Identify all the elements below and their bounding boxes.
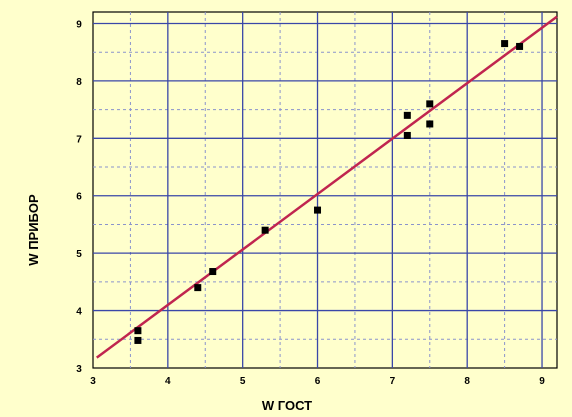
y-tick-labels: 3 4 5 6 7 8 9 bbox=[76, 19, 82, 375]
data-point bbox=[501, 40, 509, 48]
data-point bbox=[209, 268, 217, 276]
data-point bbox=[426, 100, 434, 108]
data-point bbox=[426, 120, 434, 128]
x-axis-label: W ГОСТ bbox=[262, 398, 312, 413]
data-point bbox=[403, 131, 411, 139]
data-point bbox=[134, 336, 142, 344]
x-tick-label: 9 bbox=[539, 376, 545, 387]
x-tick-label: 3 bbox=[90, 376, 96, 387]
x-tick-label: 5 bbox=[240, 376, 246, 387]
fit-line bbox=[95, 15, 558, 359]
data-point bbox=[314, 206, 322, 214]
y-tick-label: 9 bbox=[76, 19, 82, 30]
x-tick-label: 4 bbox=[165, 376, 171, 387]
x-tick-label: 6 bbox=[315, 376, 321, 387]
x-tick-label: 7 bbox=[390, 376, 396, 387]
y-tick-label: 3 bbox=[76, 364, 82, 375]
data-point bbox=[261, 226, 269, 234]
data-point bbox=[194, 284, 202, 292]
data-points bbox=[134, 40, 524, 344]
data-point bbox=[403, 111, 411, 119]
x-tick-label: 8 bbox=[464, 376, 470, 387]
y-tick-label: 5 bbox=[76, 249, 82, 260]
data-point bbox=[134, 327, 142, 335]
y-tick-label: 8 bbox=[76, 77, 82, 88]
y-tick-label: 4 bbox=[76, 307, 82, 318]
data-point bbox=[516, 42, 524, 50]
y-axis-label: W ПРИБОР bbox=[26, 194, 41, 266]
y-tick-label: 6 bbox=[76, 192, 82, 203]
y-tick-label: 7 bbox=[76, 134, 82, 145]
grid bbox=[93, 12, 557, 368]
x-tick-labels: 3 4 5 6 7 8 9 bbox=[90, 376, 545, 387]
